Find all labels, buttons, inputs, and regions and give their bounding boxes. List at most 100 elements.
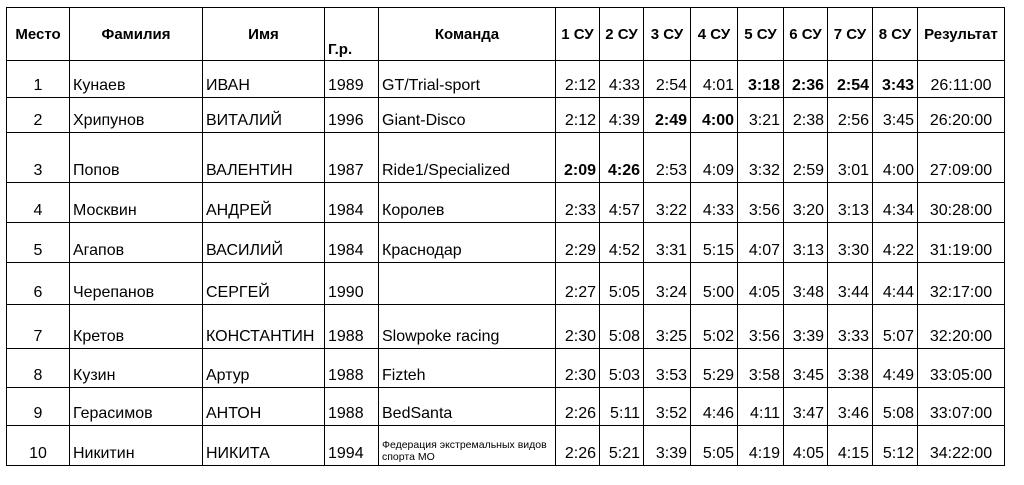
year-cell: 1989 [324,60,379,98]
result-cell: 32:20:00 [917,304,1005,349]
place-cell: 2 [6,97,70,133]
surname-cell: Агапов [69,222,203,263]
table-row: 6 Черепанов СЕРГЕЙ 1990 2:27 5:05 3:24 5:00 4:05… [6,262,1005,305]
stage-time-cell: 5:05 [599,262,644,305]
stage-time-cell: 3:56 [737,182,784,223]
table-row: 8 Кузин Артур 1988 Fizteh 2:30 5:03 3:53 5:29 3:5… [6,348,1005,388]
stage-time-cell: 5:29 [690,348,738,388]
stage-time-cell: 5:00 [690,262,738,305]
place-cell: 10 [6,425,70,466]
stage-time-cell: 3:20 [783,182,828,223]
stage-time-cell: 2:27 [555,262,600,305]
surname-cell: Кретов [69,304,203,349]
stage-time-cell: 3:24 [643,262,691,305]
place-cell: 8 [6,348,70,388]
team-cell: Федерация экстремальных видов спорта МО [378,425,556,466]
stage-time-cell: 2:29 [555,222,600,263]
year-cell: 1988 [324,348,379,388]
stage-time-cell: 2:56 [827,97,873,133]
stage-time-cell: 5:05 [690,425,738,466]
stage-time-cell: 2:54 [643,60,691,98]
year-cell: 1996 [324,97,379,133]
stage-time-cell: 3:45 [783,348,828,388]
surname-cell: Москвин [69,182,203,223]
place-cell: 5 [6,222,70,263]
stage-time-cell: 2:49 [643,97,691,133]
table-row: 5 Агапов ВАСИЛИЙ 1984 Краснодар 2:29 4:52 3:31 5… [6,222,1005,263]
name-cell: ВАЛЕНТИН [202,132,325,183]
stage-time-cell: 4:00 [872,132,918,183]
result-cell: 26:11:00 [917,60,1005,98]
year-cell: 1988 [324,387,379,426]
stage-time-cell: 4:05 [737,262,784,305]
stage-time-cell: 3:30 [827,222,873,263]
stage-time-cell: 5:21 [599,425,644,466]
header-row: Место Фамилия Имя Г.р. Команда 1 СУ 2 СУ… [6,7,1005,61]
team-cell: Королев [378,182,556,223]
name-cell: Артур [202,348,325,388]
stage-time-cell: 4:05 [783,425,828,466]
stage-time-cell: 2:36 [783,60,828,98]
table-row: 2 Хрипунов ВИТАЛИЙ 1996 Giant-Disco 2:12 4:39 2… [6,97,1005,133]
stage-time-cell: 3:01 [827,132,873,183]
stage-time-cell: 3:45 [872,97,918,133]
results-table-container: Место Фамилия Имя Г.р. Команда 1 СУ 2 СУ… [6,7,1005,466]
stage-time-cell: 4:22 [872,222,918,263]
stage-time-cell: 5:08 [872,387,918,426]
name-cell: АНДРЕЙ [202,182,325,223]
place-cell: 1 [6,60,70,98]
result-cell: 34:22:00 [917,425,1005,466]
place-cell: 9 [6,387,70,426]
surname-cell: Герасимов [69,387,203,426]
year-cell: 1988 [324,304,379,349]
stage-time-cell: 2:26 [555,387,600,426]
table-row: 4 Москвин АНДРЕЙ 1984 Королев 2:33 4:57 3:22 4:3… [6,182,1005,223]
stage-time-cell: 2:26 [555,425,600,466]
team-cell: Giant-Disco [378,97,556,133]
stage-time-cell: 3:21 [737,97,784,133]
table-row: 3 Попов ВАЛЕНТИН 1987 Ride1/Specialized 2:09 4… [6,132,1005,183]
stage-time-cell: 3:52 [643,387,691,426]
surname-cell: Черепанов [69,262,203,305]
result-cell: 32:17:00 [917,262,1005,305]
year-cell: 1984 [324,182,379,223]
table-row: 9 Герасимов АНТОН 1988 BedSanta 2:26 5:11 3:52 4… [6,387,1005,426]
table-row: 7 Кретов КОНСТАНТИН 1988 Slowpoke racing 2:30… [6,304,1005,349]
team-cell: GT/Trial-sport [378,60,556,98]
col-header-stage: 4 СУ [690,7,738,61]
stage-time-cell: 3:13 [827,182,873,223]
stage-time-cell: 4:44 [872,262,918,305]
year-cell: 1994 [324,425,379,466]
team-cell: BedSanta [378,387,556,426]
stage-time-cell: 4:07 [737,222,784,263]
stage-time-cell: 3:22 [643,182,691,223]
stage-time-cell: 5:11 [599,387,644,426]
result-cell: 33:07:00 [917,387,1005,426]
team-cell: Краснодар [378,222,556,263]
surname-cell: Хрипунов [69,97,203,133]
name-cell: ИВАН [202,60,325,98]
stage-time-cell: 3:39 [783,304,828,349]
stage-time-cell: 4:57 [599,182,644,223]
col-header-stage: 6 СУ [783,7,828,61]
year-cell: 1990 [324,262,379,305]
stage-time-cell: 3:38 [827,348,873,388]
team-cell: Slowpoke racing [378,304,556,349]
stage-time-cell: 2:12 [555,60,600,98]
result-cell: 33:05:00 [917,348,1005,388]
stage-time-cell: 4:19 [737,425,784,466]
place-cell: 4 [6,182,70,223]
col-header-stage: 3 СУ [643,7,691,61]
stage-time-cell: 4:26 [599,132,644,183]
name-cell: ВАСИЛИЙ [202,222,325,263]
team-cell [378,262,556,305]
name-cell: ВИТАЛИЙ [202,97,325,133]
surname-cell: Кунаев [69,60,203,98]
stage-time-cell: 4:01 [690,60,738,98]
stage-time-cell: 5:08 [599,304,644,349]
year-cell: 1987 [324,132,379,183]
col-header-year: Г.р. [324,7,379,61]
stage-time-cell: 4:33 [690,182,738,223]
stage-time-cell: 3:32 [737,132,784,183]
name-cell: АНТОН [202,387,325,426]
